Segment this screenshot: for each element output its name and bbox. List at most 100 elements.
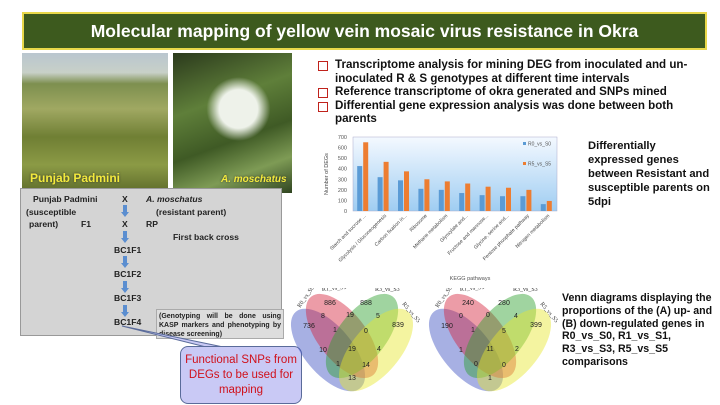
checkbox-bullet-icon bbox=[318, 101, 328, 112]
venn-count: 10 bbox=[319, 347, 327, 354]
bar-R0_vs_S0 bbox=[398, 180, 403, 211]
venn-set-R1_vs_S1 bbox=[305, 293, 379, 379]
bar-R5_vs_S5 bbox=[465, 183, 471, 211]
venn-count: 1 bbox=[336, 361, 340, 368]
bar-R0_vs_S0 bbox=[459, 193, 465, 211]
bar-R0_vs_S0 bbox=[500, 196, 505, 211]
cross-symbol: X bbox=[122, 194, 128, 204]
down-arrow-icon bbox=[121, 231, 129, 243]
down-arrow-icon bbox=[121, 281, 129, 293]
bar-R0_vs_S0 bbox=[540, 204, 546, 211]
venn-count: 0 bbox=[364, 328, 368, 335]
y-tick-label: 200 bbox=[338, 188, 347, 194]
venn-count: 0 bbox=[474, 361, 478, 368]
venn-count: 190 bbox=[441, 323, 453, 330]
venn-set-label: R3_vs_S3 bbox=[513, 288, 538, 293]
y-tick-label: 600 bbox=[338, 146, 347, 152]
venn-count: 14 bbox=[362, 362, 370, 369]
bar-R5_vs_S5 bbox=[546, 200, 552, 211]
bar-R5_vs_S5 bbox=[444, 181, 450, 211]
first-backcross-label: First back cross bbox=[173, 232, 239, 242]
bullet-text: Transcriptome analysis for mining DEG fr… bbox=[335, 58, 688, 85]
venn-count: 399 bbox=[530, 322, 542, 329]
down-arrow-icon bbox=[121, 256, 129, 268]
venn-count: 4 bbox=[514, 313, 518, 320]
parent-1: Punjab Padmini bbox=[33, 194, 98, 204]
venn-set-R5_vs_S5 bbox=[338, 308, 414, 392]
venn-count: 0 bbox=[459, 313, 463, 320]
venn-count: 1 bbox=[471, 327, 475, 334]
y-tick-label: 500 bbox=[338, 156, 347, 162]
bar-R0_vs_S0 bbox=[479, 195, 485, 211]
bar-R0_vs_S0 bbox=[377, 177, 383, 211]
venn-set-label: R1_vs_S1 bbox=[322, 288, 347, 293]
bar-R5_vs_S5 bbox=[404, 171, 409, 211]
venn-set-R0_vs_S0 bbox=[290, 308, 366, 392]
bullet-item: Differential gene expression analysis wa… bbox=[318, 99, 718, 126]
venn-count: 1 bbox=[488, 375, 492, 382]
legend-swatch bbox=[523, 142, 526, 145]
generation-label: BC1F1 bbox=[114, 245, 142, 255]
checkbox-bullet-icon bbox=[318, 88, 328, 98]
photo-label: Punjab Padmini bbox=[30, 171, 121, 185]
y-axis-title: Number of DEGs bbox=[324, 153, 330, 195]
bullet-item: Transcriptome analysis for mining DEG fr… bbox=[318, 58, 718, 85]
y-tick-label: 400 bbox=[338, 167, 347, 173]
photo-label: A. moschatus bbox=[221, 174, 287, 185]
parent-label: parent) bbox=[29, 219, 59, 229]
cross-symbol: X bbox=[122, 219, 128, 229]
x-axis-title: KEGG pathways bbox=[450, 276, 491, 282]
venn-count: 13 bbox=[348, 375, 356, 382]
bar-R0_vs_S0 bbox=[520, 196, 526, 211]
generation-label: BC1F4 bbox=[114, 317, 142, 327]
venn-set-label: R1_vs_S1 bbox=[460, 288, 485, 293]
x-tick-label: Glycine, serine and... bbox=[473, 213, 510, 250]
venn-caption: Venn diagrams displaying the proportions… bbox=[562, 292, 713, 368]
venn-set-R3_vs_S3 bbox=[463, 293, 537, 379]
genotyping-note: (Genotyping will be done using KASP mark… bbox=[156, 309, 284, 339]
rp-label: RP bbox=[146, 219, 158, 229]
y-tick-label: 700 bbox=[338, 135, 347, 141]
y-tick-label: 0 bbox=[344, 209, 347, 215]
venn-count: 736 bbox=[303, 323, 315, 330]
venn-set-R5_vs_S5 bbox=[476, 308, 552, 392]
bar-R0_vs_S0 bbox=[438, 189, 444, 211]
venn-count: 839 bbox=[392, 322, 404, 329]
venn-set-R1_vs_S1 bbox=[443, 293, 517, 379]
bar-R0_vs_S0 bbox=[357, 166, 363, 211]
legend-label: R5_vs_S5 bbox=[528, 162, 551, 168]
x-tick-label: Ribosome bbox=[409, 213, 429, 233]
venn-count: 19 bbox=[348, 346, 356, 353]
deg-bar-chart: 0 100 200 300 400 500 600 700 Number of DEGs Star… bbox=[324, 135, 558, 282]
bullet-item: Reference transcriptome of okra generate… bbox=[318, 85, 718, 99]
bullet-text: Differential gene expression analysis wa… bbox=[335, 98, 674, 126]
bar-R5_vs_S5 bbox=[485, 186, 491, 211]
down-arrow-icon bbox=[121, 205, 129, 217]
venn-count: 5 bbox=[502, 328, 506, 335]
generation-label: BC1F2 bbox=[114, 269, 142, 279]
venn-count: 0 bbox=[486, 312, 490, 319]
bar-R5_vs_S5 bbox=[424, 179, 430, 211]
venn-count: 19 bbox=[346, 312, 354, 319]
legend-label: R0_vs_S0 bbox=[528, 142, 551, 148]
venn-count: 11 bbox=[486, 346, 493, 353]
bullet-text: Reference transcriptome of okra generate… bbox=[335, 85, 667, 98]
venn-count: 1 bbox=[459, 347, 463, 354]
bar-R5_vs_S5 bbox=[506, 187, 511, 211]
y-tick-label: 300 bbox=[338, 177, 347, 183]
venn-set-label: R3_vs_S3 bbox=[375, 288, 400, 293]
legend-swatch bbox=[523, 162, 526, 165]
chart-caption: Differentially expressed genes between R… bbox=[588, 140, 710, 208]
bar-R5_vs_S5 bbox=[526, 189, 532, 211]
x-tick-label: Starch and sucrose ... bbox=[329, 213, 368, 252]
bar-R0_vs_S0 bbox=[418, 188, 424, 211]
venn-count: 1 bbox=[333, 327, 337, 334]
punjab-padmini-photo: Punjab Padmini bbox=[22, 53, 168, 193]
susceptible-label: (susceptible bbox=[26, 207, 77, 217]
generation-label: BC1F3 bbox=[114, 293, 142, 303]
venn-count: 4 bbox=[377, 346, 381, 353]
venn-count: 5 bbox=[376, 313, 380, 320]
